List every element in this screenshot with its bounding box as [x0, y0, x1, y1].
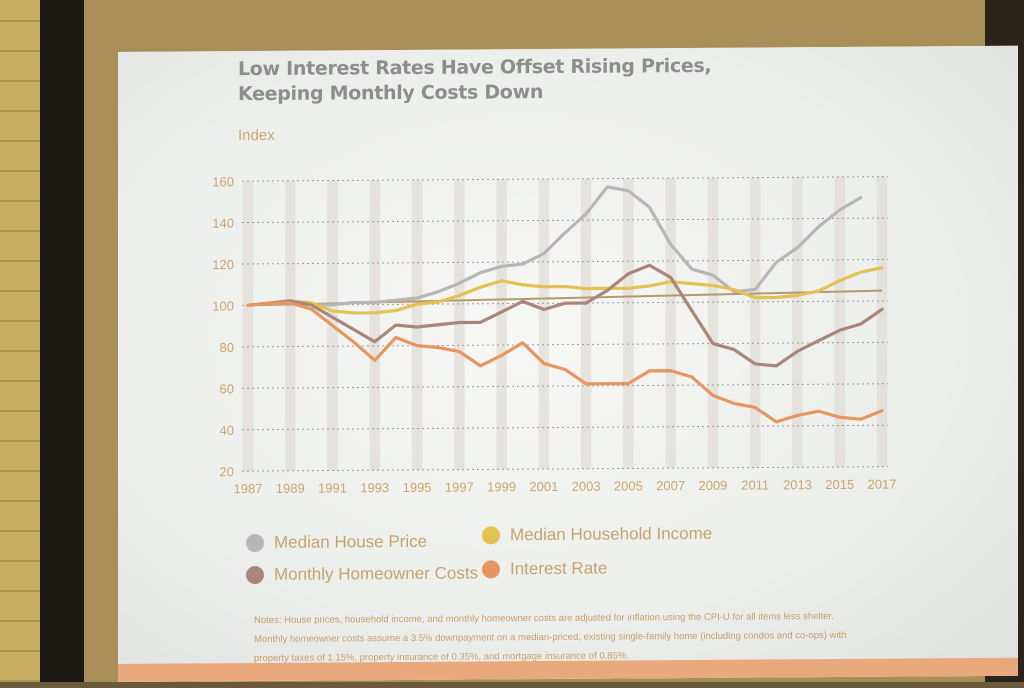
x-tick-label: 2015	[825, 477, 854, 492]
year-band	[665, 178, 676, 469]
year-band	[623, 178, 634, 469]
chart-legend: Median House Price Median Household Inco…	[246, 524, 766, 591]
gridline	[242, 176, 888, 182]
year-band	[284, 180, 296, 471]
chart-background-bands	[242, 176, 888, 472]
x-tick-label: 2017	[868, 477, 897, 492]
y-tick-label: 140	[212, 216, 234, 231]
x-tick-label: 1993	[360, 480, 389, 495]
gridline	[242, 424, 888, 431]
year-band	[580, 178, 592, 469]
year-band	[369, 180, 381, 471]
y-tick-label: 20	[220, 464, 234, 479]
legend-label: Median Household Income	[510, 523, 713, 545]
line-chart: 160 140 120 100 80 60 40 20 1987 1989 1991 1993 199…	[212, 174, 897, 497]
year-band	[242, 181, 254, 472]
x-tick-label: 1999	[487, 479, 516, 494]
year-band	[834, 176, 846, 467]
year-band	[454, 179, 465, 470]
legend-item-interest-rate: Interest Rate	[482, 559, 607, 580]
legend-swatch	[482, 526, 500, 545]
gridline	[242, 217, 888, 224]
year-band	[876, 176, 888, 467]
series-line-interest-rate	[246, 301, 884, 424]
legend-label: Interest Rate	[510, 558, 608, 579]
x-tick-label: 2005	[614, 478, 643, 493]
x-tick-label: 1997	[445, 480, 474, 495]
x-tick-label: 2007	[656, 478, 685, 493]
gridline	[242, 258, 888, 265]
x-tick-label: 2011	[741, 477, 769, 492]
legend-item-median-household-income: Median Household Income	[482, 524, 712, 546]
series-line-median-house-price	[246, 185, 863, 307]
y-tick-label: 60	[220, 381, 234, 396]
year-band	[792, 177, 803, 468]
x-tick-label: 2013	[783, 477, 812, 492]
legend-label: Monthly Homeowner Costs	[274, 563, 479, 584]
gridline	[242, 466, 888, 472]
legend-swatch	[246, 565, 264, 585]
y-tick-label: 80	[220, 340, 234, 355]
year-band	[538, 178, 550, 470]
projection-screen: Low Interest Rates Have Offset Rising Pr…	[118, 45, 1018, 683]
gridline	[242, 383, 888, 389]
y-tick-label: 120	[212, 257, 234, 272]
y-tick-label: 100	[212, 298, 234, 313]
gridline	[242, 341, 888, 348]
legend-swatch	[482, 560, 500, 579]
series-line-median-household-income	[246, 266, 884, 315]
x-tick-label: 1995	[403, 480, 432, 495]
legend-item-monthly-homeowner-costs: Monthly Homeowner Costs	[246, 563, 478, 585]
chart-series-lines	[246, 185, 884, 424]
year-band	[707, 177, 719, 468]
y-axis-ticks: 160 140 120 100 80 60 40 20	[212, 174, 234, 479]
x-tick-label: 2009	[698, 478, 727, 493]
year-band	[496, 179, 507, 470]
series-line-monthly-homeowner-costs	[246, 263, 884, 368]
legend-swatch	[246, 533, 264, 553]
year-band	[411, 179, 423, 470]
year-band	[749, 177, 761, 468]
x-tick-label: 1989	[276, 481, 305, 496]
x-tick-label: 1991	[318, 480, 347, 495]
x-axis-ticks: 1987 1989 1991 1993 1995 1997 1999 2001 2003 2005…	[234, 477, 897, 497]
legend-label: Median House Price	[274, 531, 428, 552]
x-tick-label: 2001	[529, 479, 558, 494]
y-tick-label: 40	[220, 423, 234, 438]
x-tick-label: 1987	[234, 481, 263, 496]
y-tick-label: 160	[212, 174, 234, 189]
legend-item-median-house-price: Median House Price	[246, 532, 427, 553]
chart-gridlines	[242, 176, 888, 472]
x-tick-label: 2003	[572, 479, 601, 494]
